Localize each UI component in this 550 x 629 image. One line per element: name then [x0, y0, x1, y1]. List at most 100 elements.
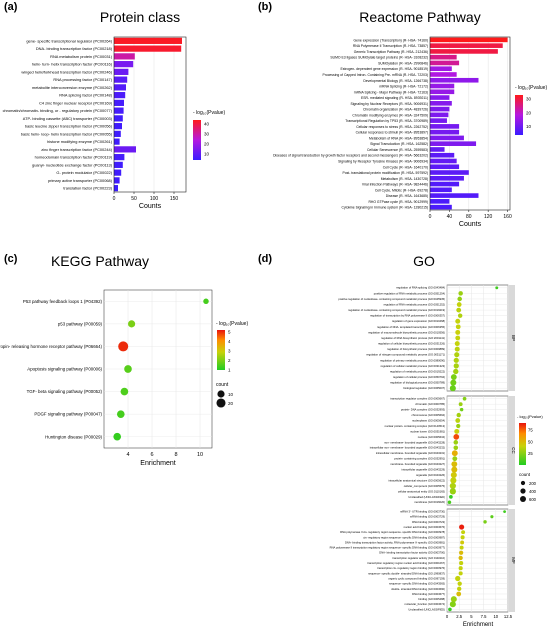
protein-class-category-label: RNA metabolism protein (PC00031)	[50, 54, 113, 59]
reactome-category-label: Viral Infection Pathways (R- HSA- 982444…	[362, 183, 428, 187]
go-bp-point	[454, 341, 460, 347]
reactome-bar	[430, 106, 450, 112]
protein-class-bar	[114, 99, 124, 106]
panel-kegg-pathway: (c) KEGG Pathway P53 pathway feedback loop…	[0, 253, 248, 467]
x-tick-label: 0	[429, 214, 432, 220]
legend-tick-label: 40	[204, 122, 210, 127]
reactome-bar	[430, 72, 457, 77]
go-mf-point	[456, 591, 462, 597]
reactome-category-label: Generic Transcription Pathway (R- HSA- 2…	[354, 50, 428, 54]
legend-tick-label: 20	[526, 110, 532, 115]
reactome-category-label: RHO GTPase cycle (R- HSA- 9012999)	[368, 200, 428, 204]
legend-tick-label: 30	[526, 97, 532, 102]
go-bp-point	[449, 385, 456, 392]
go-mf-category-label: organic cyclic compound binding (GO:0097…	[388, 576, 445, 580]
protein-class-category-label: DNA- binding transcription factor (PC002…	[36, 46, 113, 51]
x-tick-label: 2.5	[456, 614, 462, 619]
legend-tick-label: 4	[228, 339, 231, 344]
go-bp-point	[450, 379, 457, 386]
x-tick-label: 10	[493, 614, 498, 619]
reactome-category-label: Disease (R- HSA- 1643685)	[386, 194, 428, 198]
protein-class-bar	[114, 177, 120, 184]
kegg-point	[120, 387, 129, 396]
go-mf-category-label: sequence- specific DNA binding (GO:00435…	[389, 582, 445, 586]
go-mf-category-label: cis- regulatory region sequence- specifi…	[363, 535, 445, 539]
protein-class-bar	[114, 68, 129, 75]
go-bp-category-label: regulation of DNA- templated transcripti…	[377, 325, 445, 329]
legend-tick-label: 5	[228, 329, 231, 334]
go-cc-point	[451, 466, 458, 473]
reactome-bar	[430, 204, 452, 210]
reactome-category-label: Signal Transduction (R- HSA- 162582)	[370, 142, 428, 146]
size-legend-dot	[520, 488, 526, 494]
panel-label: (b)	[258, 1, 272, 13]
reactome-bar	[430, 152, 455, 158]
protein-class-bar	[114, 76, 128, 83]
x-axis-label: Counts	[139, 203, 162, 210]
kegg-point	[203, 298, 209, 305]
kegg-category-label: p53 pathway (P00059)	[58, 321, 103, 326]
protein-class-category-label: RNA splicing factor (PC00148)	[59, 93, 112, 98]
go-mf-category-label: DNA- binding transcription factor activi…	[345, 540, 445, 544]
go-cc-category-label: chromosome (GO:0005694)	[412, 413, 446, 417]
go-bp-point	[457, 313, 463, 318]
protein-class-bar	[114, 45, 182, 52]
reactome-bar	[430, 175, 464, 181]
reactome-bar	[430, 164, 460, 170]
go-cc-point	[453, 445, 459, 451]
kegg-point	[116, 410, 125, 418]
x-tick-label: 100	[150, 196, 159, 202]
go-bp-point	[457, 296, 462, 302]
legend-title: - log₁₀(Pvalue)	[517, 414, 543, 419]
protein-class-bar	[114, 107, 124, 114]
protein-class-category-label: gene- specific transcriptional regulator…	[26, 38, 112, 43]
reactome-category-label: Cell Cycle, Mitotic (R- HSA- 69278)	[375, 188, 428, 192]
reactome-category-label: SUMO E3 ligases SUMOylate target protein…	[330, 56, 428, 60]
reactome-category-label: Post- translational protein modification…	[342, 171, 428, 175]
go-mf-category-label: molecular_function (GO:0003674)	[405, 602, 446, 606]
go-mf-point	[483, 520, 487, 524]
go-mf-category-label: RNA binding (GO:0003723)	[412, 520, 445, 524]
reactome-category-label: Metabolism (R- HSA- 1430728)	[381, 177, 428, 181]
size-legend-title: count	[216, 382, 229, 388]
kegg-category-label: PDGF signaling pathway (P00047)	[34, 412, 102, 417]
x-tick-label: 150	[170, 196, 179, 202]
go-cc-category-label: intracellular anatomical structure (GO:0…	[388, 478, 445, 482]
protein-class-bar	[114, 169, 122, 176]
go-bp-category-label: regulation of cellular metabolic process…	[381, 364, 445, 368]
facet-strip	[509, 396, 515, 505]
go-bp-point	[453, 363, 459, 369]
protein-class-bar	[114, 123, 122, 130]
go-cc-category-label: intracellular membrane- bounded organell…	[376, 451, 445, 455]
protein-class-category-label: translation factor (PC00223)	[63, 186, 112, 191]
go-mf-category-label: Unclassified (UNCLASSIFIED)	[408, 607, 445, 611]
go-bp-category-label: biological regulation (GO:0065007)	[403, 386, 445, 390]
reactome-bar	[430, 135, 464, 141]
go-bp-category-label: regulation of macromolecule biosynthetic…	[368, 330, 445, 334]
legend-title: - log₁₀(Pvalue)	[515, 85, 547, 91]
go-mf-category-label: transcription regulatory region nucleic …	[367, 561, 445, 565]
protein-class-bar	[114, 115, 123, 122]
go-mf-point	[457, 581, 462, 586]
go-mf-category-label: binding (GO:0005488)	[418, 597, 445, 601]
protein-class-bar	[114, 154, 125, 161]
protein-class-category-label: helix- turn- helix transcription factor …	[32, 62, 113, 67]
go-mf-point	[458, 555, 463, 561]
legend-title: - log₁₀(Pvalue)	[193, 110, 225, 116]
reactome-category-label: SUMOylation (R- HSA- 2990846)	[378, 61, 428, 65]
go-mf-point	[461, 530, 466, 535]
go-mf-category-label: sequence- specific double- stranded DNA …	[368, 571, 445, 575]
protein-class-bar	[114, 138, 120, 145]
go-mf-point	[459, 524, 465, 530]
reactome-bar	[430, 158, 457, 164]
reactome-bar	[430, 181, 460, 187]
reactome-bar	[430, 37, 508, 43]
color-scale-bar	[515, 95, 523, 135]
protein-class-category-label: G- protein modulator (PC00022)	[56, 170, 112, 175]
go-mf-point	[460, 540, 465, 545]
go-cc-point	[451, 461, 458, 468]
plot-frame	[429, 36, 511, 211]
go-cc-point	[452, 456, 458, 462]
protein-class-bar	[114, 37, 182, 44]
protein-class-category-label: metabolite interconversion enzyme (PC002…	[32, 85, 113, 90]
